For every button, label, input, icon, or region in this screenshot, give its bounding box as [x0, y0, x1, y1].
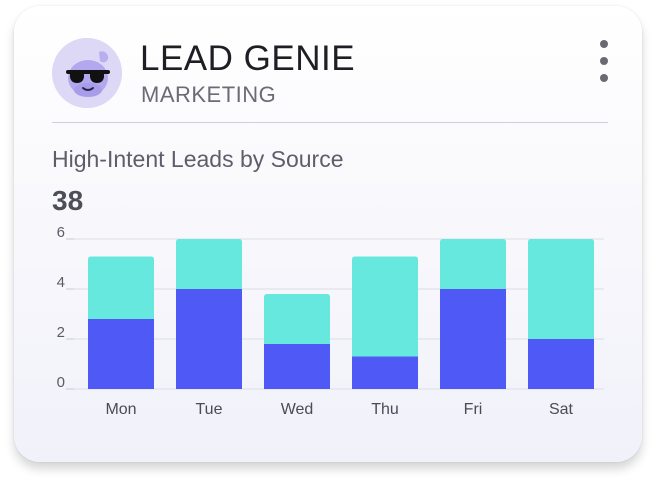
bar-segment: [264, 294, 330, 344]
x-tick-label: Tue: [196, 401, 223, 418]
app-subtitle: MARKETING: [141, 82, 277, 107]
x-tick-label: Fri: [464, 401, 483, 418]
bar-segment: [352, 356, 418, 389]
x-tick-label: Sat: [549, 401, 574, 418]
genie-sunglasses-icon: [52, 38, 122, 108]
app-title: LEAD GENIE: [140, 39, 356, 78]
bar-segment: [528, 339, 594, 389]
y-tick-label: 0: [57, 374, 65, 391]
more-vertical-icon[interactable]: [590, 36, 618, 86]
bar-segment: [264, 344, 330, 389]
bar-segment: [88, 319, 154, 389]
bar-segment: [352, 256, 418, 357]
total-value: 38: [52, 185, 84, 216]
bar-segment: [440, 239, 506, 289]
widget-card: LEAD GENIE MARKETING High-Intent Leads b…: [14, 6, 642, 462]
stacked-bar-chart: 0 2 4 6 Mon Tue Wed Thu Fri Sat: [57, 224, 604, 418]
bar-segment: [88, 256, 154, 319]
bar-segment: [176, 289, 242, 389]
x-tick-label: Thu: [371, 401, 399, 418]
bar-segment: [440, 289, 506, 389]
chart-title: High-Intent Leads by Source: [52, 146, 344, 172]
y-tick-label: 4: [57, 274, 65, 291]
x-tick-label: Mon: [105, 401, 136, 418]
y-tick-label: 6: [57, 224, 65, 241]
y-tick-label: 2: [57, 324, 65, 341]
x-tick-label: Wed: [281, 401, 314, 418]
header-divider: [52, 122, 608, 123]
bar-segment: [528, 239, 594, 339]
bar-segment: [176, 239, 242, 289]
